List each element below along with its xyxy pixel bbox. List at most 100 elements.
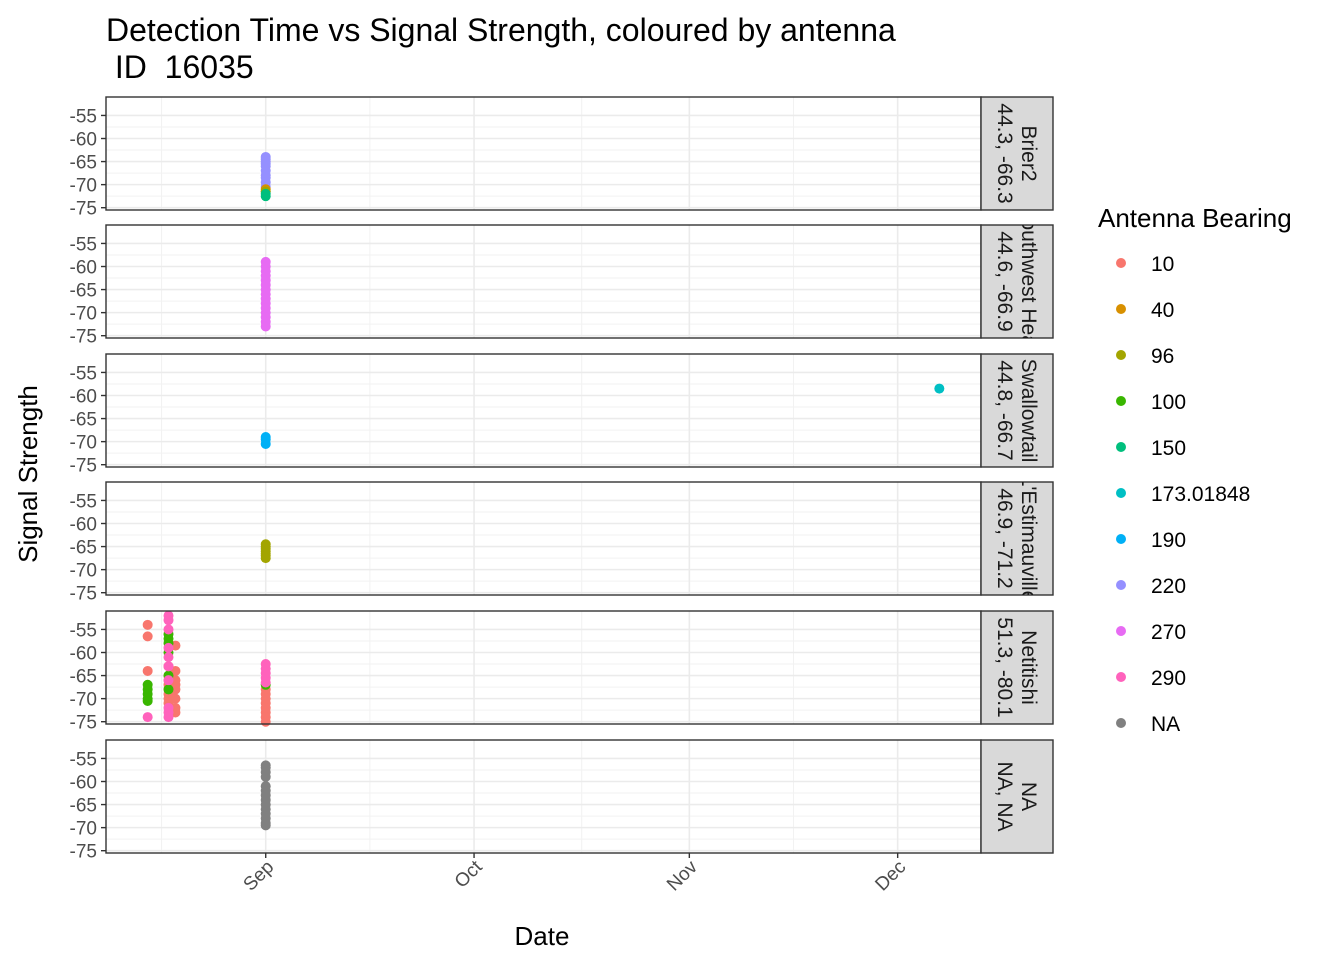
legend-item: 270 [1116, 621, 1186, 644]
data-point [260, 321, 271, 332]
legend-item: 190 [1116, 529, 1186, 552]
legend-key [1116, 350, 1126, 360]
y-tick-label: -55 [70, 620, 97, 641]
data-point [142, 665, 153, 676]
data-point [163, 624, 174, 635]
y-tick-label: -75 [70, 584, 97, 605]
strip-label: Brier2 [1017, 125, 1040, 181]
strip-background [980, 481, 1054, 596]
y-tick-label: -70 [70, 176, 97, 197]
legend-label: 190 [1151, 529, 1186, 552]
y-tick-label: -60 [70, 515, 97, 536]
strip-label: 44.3, -66.3 [993, 103, 1016, 203]
legend-item: 100 [1116, 391, 1186, 414]
data-point [142, 695, 153, 706]
strip-label: Southwest Head [1017, 204, 1040, 358]
y-tick-label: -65 [70, 281, 97, 302]
data-point [142, 631, 153, 642]
y-tick-label: -65 [70, 153, 97, 174]
legend-label: 10 [1151, 253, 1174, 276]
panel-background [106, 740, 981, 853]
legend-item: NA [1116, 713, 1180, 736]
legend-item: 10 [1116, 253, 1174, 276]
legend-label: 173.01848 [1151, 483, 1250, 506]
strip-background [980, 353, 1054, 468]
strip-label: 44.8, -66.7 [993, 360, 1016, 460]
legend-key [1116, 672, 1126, 682]
data-point [163, 652, 174, 663]
data-point [934, 383, 945, 394]
y-axis-label: Signal Strength [13, 385, 43, 563]
panel-background [106, 611, 981, 724]
y-tick-label: -55 [70, 106, 97, 127]
legend-item: 96 [1116, 345, 1174, 368]
legend-item: 40 [1116, 299, 1174, 322]
y-tick-label: -55 [70, 234, 97, 255]
data-point [260, 438, 271, 449]
strip-label: L'Estimauville [1017, 475, 1040, 603]
data-point [163, 642, 174, 653]
y-tick-label: -60 [70, 387, 97, 408]
strip-label: Netitishi [1017, 630, 1040, 705]
y-tick-label: -70 [70, 304, 97, 325]
y-tick-label: -75 [70, 456, 97, 477]
y-tick-label: -60 [70, 258, 97, 279]
y-tick-label: -60 [70, 773, 97, 794]
legend-key [1116, 534, 1126, 544]
strip-label: NA, NA [993, 761, 1016, 831]
y-tick-label: -70 [70, 819, 97, 840]
y-tick-label: -60 [70, 130, 97, 151]
legend-key [1116, 488, 1126, 498]
y-tick-label: -70 [70, 433, 97, 454]
legend-key [1116, 442, 1126, 452]
strip-label: NA [1017, 782, 1040, 811]
data-point [163, 684, 174, 695]
panel-background [106, 354, 981, 467]
y-tick-label: -70 [70, 561, 97, 582]
data-point [163, 661, 174, 672]
legend-label: 96 [1151, 345, 1174, 368]
data-point [142, 619, 153, 630]
strip-background [980, 224, 1054, 339]
legend-item: 150 [1116, 437, 1186, 460]
y-tick-label: -65 [70, 410, 97, 431]
data-point [170, 684, 181, 695]
legend-item: 220 [1116, 575, 1186, 598]
legend-label: 290 [1151, 667, 1186, 690]
strip-label: Swallowtail [1017, 359, 1040, 463]
legend-key [1116, 396, 1126, 406]
y-tick-label: -65 [70, 538, 97, 559]
strip-background [980, 739, 1054, 854]
data-point [260, 191, 271, 202]
panel-background [106, 225, 981, 338]
legend-label: 220 [1151, 575, 1186, 598]
legend: Antenna Bearing 10 40 96 100 150 173.01848 190… [1098, 203, 1292, 736]
legend-label: 150 [1151, 437, 1186, 460]
y-tick-label: -70 [70, 690, 97, 711]
strip-label: 51.3, -80.1 [993, 617, 1016, 717]
legend-label: NA [1151, 713, 1180, 736]
panel-background [106, 97, 981, 210]
panel-background [106, 482, 981, 595]
y-tick-label: -55 [70, 491, 97, 512]
legend-label: 100 [1151, 391, 1186, 414]
legend-key [1116, 718, 1126, 728]
legend-key [1116, 304, 1126, 314]
data-point [260, 820, 271, 831]
legend-key [1116, 626, 1126, 636]
chart-title: Detection Time vs Signal Strength, colou… [106, 12, 896, 48]
legend-key [1116, 580, 1126, 590]
legend-item: 173.01848 [1116, 483, 1250, 506]
legend-label: 40 [1151, 299, 1174, 322]
data-point [260, 716, 271, 727]
